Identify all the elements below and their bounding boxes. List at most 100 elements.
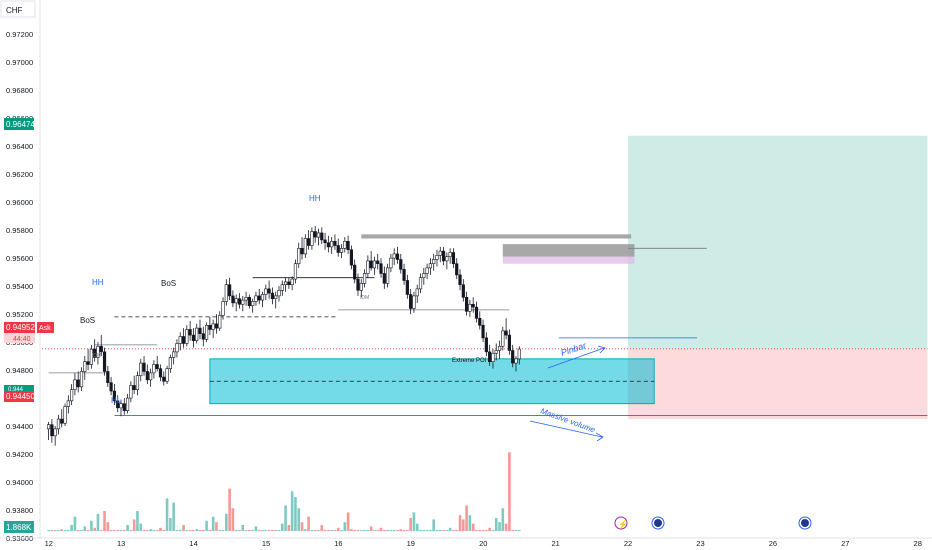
candle-body	[461, 284, 465, 298]
volume-bar	[93, 527, 96, 531]
supply-low-zone	[502, 256, 635, 264]
volume-layer	[47, 452, 521, 531]
volume-bar	[271, 530, 274, 531]
candles-layer	[46, 225, 521, 446]
y-tick-label: 0.96400	[6, 142, 33, 151]
volume-bar	[491, 530, 495, 531]
candle-body	[116, 400, 120, 409]
candle-body	[149, 372, 153, 381]
candle-body	[46, 424, 51, 430]
volume-bar	[465, 505, 468, 531]
flash-event-icon[interactable]: ⚡	[614, 516, 628, 530]
label-idm-mid: IDM	[360, 295, 369, 301]
ask-badge-price: 0.94952	[6, 323, 35, 332]
volume-bar	[57, 530, 60, 531]
candle-body	[494, 350, 498, 354]
y-tick-label: 0.96000	[6, 198, 33, 207]
candle-body	[224, 284, 228, 302]
label-hh-left: HH	[92, 278, 104, 287]
candle-body	[290, 278, 294, 285]
volume-arrow	[529, 420, 603, 438]
candle-body	[172, 351, 176, 358]
candle-body	[316, 232, 321, 238]
volume-bar	[343, 522, 347, 531]
volume-bar	[294, 497, 297, 531]
candle-body	[425, 267, 429, 274]
candle-body	[330, 241, 334, 248]
stop-badge	[4, 391, 34, 402]
svg-text:⚡: ⚡	[618, 519, 628, 529]
volume-bar	[438, 530, 442, 531]
candle-body	[491, 352, 495, 362]
label-massive-volume: Massive volume	[539, 406, 596, 434]
volume-bar	[86, 530, 90, 531]
volume-bar	[504, 523, 508, 531]
x-tick-label: 12	[45, 539, 53, 548]
candle-body	[79, 371, 84, 388]
volume-bar	[53, 530, 57, 531]
candle-body	[339, 248, 344, 253]
y-tick-label: 0.96200	[6, 170, 33, 179]
candle-body	[106, 371, 110, 383]
candle-body	[405, 280, 409, 295]
volume-bar	[287, 525, 291, 531]
candle-body	[188, 329, 192, 336]
volume-bar	[462, 519, 465, 531]
candle-body	[260, 294, 265, 301]
candle-body	[264, 288, 268, 295]
volume-bar	[511, 530, 514, 531]
candle-body	[158, 368, 163, 378]
label-hh-top: HH	[309, 194, 321, 203]
candle-body	[501, 330, 505, 347]
volume-bar	[76, 530, 80, 531]
volume-bar	[155, 530, 159, 531]
candle-body	[432, 259, 436, 265]
volume-bar	[383, 530, 386, 531]
y-tick-label: 0.97200	[6, 30, 33, 39]
candle-body	[353, 264, 357, 280]
volume-bar	[241, 525, 245, 531]
candle-body	[471, 303, 475, 308]
candle-body	[119, 403, 123, 409]
candle-body	[359, 282, 363, 291]
volume-bar	[165, 498, 169, 531]
volume-bar	[132, 519, 136, 531]
candle-body	[402, 269, 406, 281]
candle-body	[366, 260, 370, 274]
candle-body	[313, 231, 317, 238]
supply-top-zone	[361, 234, 632, 239]
volume-bar	[392, 530, 396, 531]
candle-body	[86, 361, 90, 365]
volume-bar	[261, 530, 264, 531]
candle-body	[372, 260, 377, 269]
x-tick-label: 20	[479, 539, 487, 548]
volume-bar	[244, 530, 248, 531]
y-tick-label: 0.95600	[6, 254, 33, 263]
volume-bar	[488, 527, 491, 531]
economic-event-icon[interactable]	[798, 516, 812, 530]
candle-body	[395, 253, 400, 260]
pinbar-arrow-head	[597, 345, 606, 354]
volume-bar	[373, 530, 376, 531]
candle-body	[135, 375, 140, 390]
candle-body	[435, 255, 439, 260]
volume-bar	[300, 522, 304, 531]
volume-bar	[267, 530, 271, 531]
candle-body	[168, 357, 172, 369]
volume-bar	[169, 518, 172, 531]
volume-bar	[455, 530, 459, 531]
candle-body	[53, 428, 57, 437]
volume-bar	[336, 527, 340, 531]
volume-bar	[225, 513, 228, 531]
volume-bar	[297, 508, 301, 531]
volume-bar	[517, 530, 521, 531]
volume-bar	[178, 530, 182, 531]
x-tick-label: 23	[696, 539, 704, 548]
target-badge-label: 0.96474	[6, 120, 35, 129]
economic-event-icon[interactable]	[651, 516, 665, 530]
volume-bar	[458, 515, 462, 531]
volume-bar	[452, 530, 455, 531]
label-idm-left: IDM	[92, 353, 101, 359]
